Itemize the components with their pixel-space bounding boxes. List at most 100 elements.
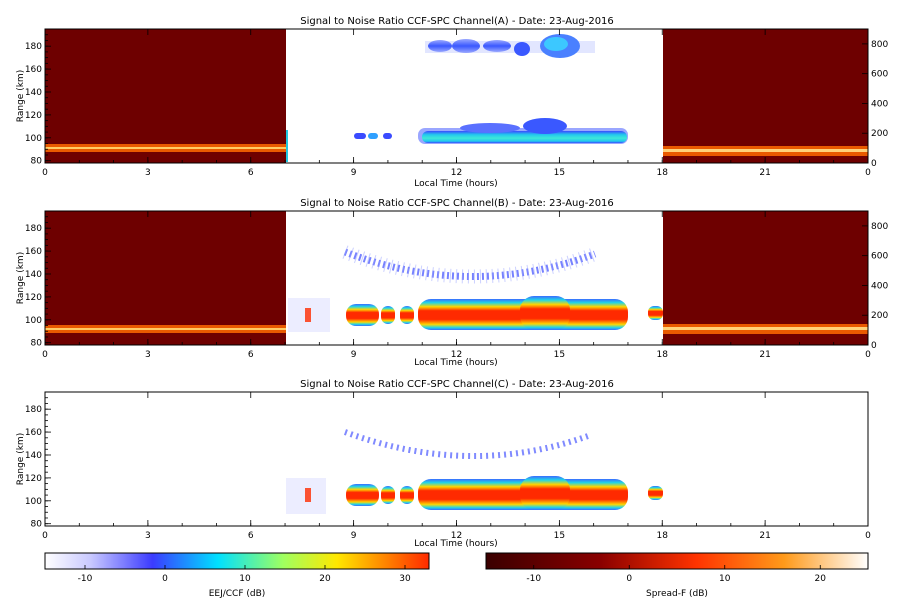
panel-b-axes: 0 3 6 9 12 15 18 21 0801001201401601800200400600… — [25, 211, 888, 360]
x-tick-label: 3 — [145, 350, 151, 360]
x-tick-label: 15 — [554, 531, 565, 541]
x-tick-label: 9 — [351, 350, 357, 360]
colorbar-tick-label: -10 — [526, 574, 541, 584]
panel-b-ylabel: Range (km) — [16, 252, 26, 304]
y-tick-label: 120 — [25, 474, 42, 484]
y-tick-label: 100 — [25, 134, 42, 144]
y2-tick-label: 0 — [871, 341, 877, 351]
panel-a-lower-layer — [354, 118, 628, 144]
panel-c-title: Signal to Noise Ratio CCF-SPC Channel(C)… — [300, 379, 614, 390]
x-tick-label: 3 — [145, 168, 151, 178]
y-tick-label: 160 — [25, 65, 42, 75]
panel-b-night-right — [663, 211, 868, 345]
colorbar-tick-label: 20 — [319, 574, 331, 584]
y-tick-label: 80 — [31, 520, 43, 530]
y2-tick-label: 400 — [871, 281, 888, 291]
y-tick-label: 80 — [31, 157, 43, 167]
x-tick-label: 18 — [657, 168, 669, 178]
x-tick-label: 12 — [451, 350, 462, 360]
y2-tick-label: 800 — [871, 222, 888, 232]
panel-b-spreadf-core-right — [663, 327, 868, 330]
colorbar-spreadf-ticks: -10 0 10 20 — [526, 565, 826, 584]
panel-a-night-left — [45, 29, 286, 163]
panel-b-night-left — [45, 211, 286, 345]
y-tick-label: 140 — [25, 270, 42, 280]
panel-c-xlabel: Local Time (hours) — [414, 539, 497, 549]
x-tick-label: 18 — [657, 350, 669, 360]
colorbar-eej-label: EEJ/CCF (dB) — [209, 589, 266, 599]
x-tick-label: 0 — [865, 350, 871, 360]
panel-c-ylabel: Range (km) — [16, 433, 26, 485]
panel-a-ylabel: Range (km) — [16, 70, 26, 122]
x-tick-label: 6 — [248, 350, 254, 360]
panel-b: Signal to Noise Ratio CCF-SPC Channel(B)… — [16, 198, 888, 368]
x-tick-label: 0 — [865, 531, 871, 541]
x-tick-label: 21 — [759, 350, 770, 360]
y2-tick-label: 600 — [871, 70, 888, 80]
colorbar-tick-label: 10 — [239, 574, 251, 584]
panel-c-upper-echo-arc — [343, 429, 590, 459]
x-tick-label: 3 — [145, 531, 151, 541]
panel-a: Signal to Noise Ratio CCF-SPC Channel(A)… — [16, 16, 888, 189]
y2-tick-label: 600 — [871, 252, 888, 262]
colorbar-spreadf-label: Spread-F (dB) — [646, 589, 708, 599]
panel-b-xlabel: Local Time (hours) — [414, 358, 497, 368]
y-tick-label: 180 — [25, 42, 42, 52]
y2-tick-label: 0 — [871, 159, 877, 169]
panel-a-xlabel: Local Time (hours) — [414, 179, 497, 189]
y-tick-label: 120 — [25, 293, 42, 303]
panel-a-title: Signal to Noise Ratio CCF-SPC Channel(A)… — [300, 16, 614, 27]
y-tick-label: 120 — [25, 111, 42, 121]
y-tick-label: 100 — [25, 316, 42, 326]
panel-a-night-right — [663, 29, 868, 163]
panel-c: Signal to Noise Ratio CCF-SPC Channel(C)… — [16, 379, 871, 549]
panel-b-ccf-layer — [288, 296, 663, 332]
x-tick-label: 0 — [42, 531, 48, 541]
colorbar-spreadf-gradient — [485, 552, 869, 570]
colorbar-eej-gradient — [44, 552, 430, 570]
panel-c-ccf-layer — [286, 476, 663, 514]
x-tick-label: 6 — [248, 168, 254, 178]
y-tick-label: 180 — [25, 405, 42, 415]
panel-a-upper-layer — [425, 34, 595, 58]
panel-a-spreadf-core-right — [663, 149, 868, 152]
y2-tick-label: 400 — [871, 99, 888, 109]
x-tick-label: 0 — [42, 350, 48, 360]
x-tick-label: 0 — [42, 168, 48, 178]
x-tick-label: 12 — [451, 531, 462, 541]
x-tick-label: 18 — [657, 531, 669, 541]
x-tick-label: 15 — [554, 168, 565, 178]
x-tick-label: 9 — [351, 168, 357, 178]
x-tick-label: 0 — [865, 168, 871, 178]
x-tick-label: 9 — [351, 531, 357, 541]
y-tick-label: 140 — [25, 88, 42, 98]
y-tick-label: 160 — [25, 247, 42, 257]
x-tick-label: 12 — [451, 168, 462, 178]
panel-b-upper-echo-halo — [342, 245, 598, 284]
x-tick-label: 6 — [248, 531, 254, 541]
colorbar-tick-label: -10 — [78, 574, 93, 584]
x-tick-label: 21 — [759, 168, 770, 178]
colorbar-tick-label: 0 — [162, 574, 168, 584]
panel-a-spreadf-core-left — [45, 147, 286, 149]
y-tick-label: 160 — [25, 428, 42, 438]
panel-b-title: Signal to Noise Ratio CCF-SPC Channel(B)… — [300, 198, 614, 209]
colorbar-spreadf: -10 0 10 20 Spread-F (dB) — [485, 552, 869, 599]
colorbar-eej-ticks: -10 0 10 20 30 — [78, 565, 411, 584]
y-tick-label: 80 — [31, 339, 43, 349]
x-tick-label: 15 — [554, 350, 565, 360]
panel-a-axes: 0 3 6 9 12 15 18 21 0801001201401601800200400600… — [25, 29, 888, 178]
y-tick-label: 180 — [25, 224, 42, 234]
y2-tick-label: 200 — [871, 129, 888, 139]
colorbar-eej: -10 0 10 20 30 EEJ/CCF (dB) — [44, 552, 430, 599]
colorbar-tick-label: 0 — [626, 574, 632, 584]
y-tick-label: 140 — [25, 451, 42, 461]
y2-tick-label: 800 — [871, 40, 888, 50]
colorbar-tick-label: 10 — [719, 574, 731, 584]
panel-b-spreadf-core-left — [45, 328, 286, 330]
colorbar-tick-label: 20 — [815, 574, 827, 584]
x-tick-label: 21 — [759, 531, 770, 541]
y2-tick-label: 200 — [871, 311, 888, 321]
